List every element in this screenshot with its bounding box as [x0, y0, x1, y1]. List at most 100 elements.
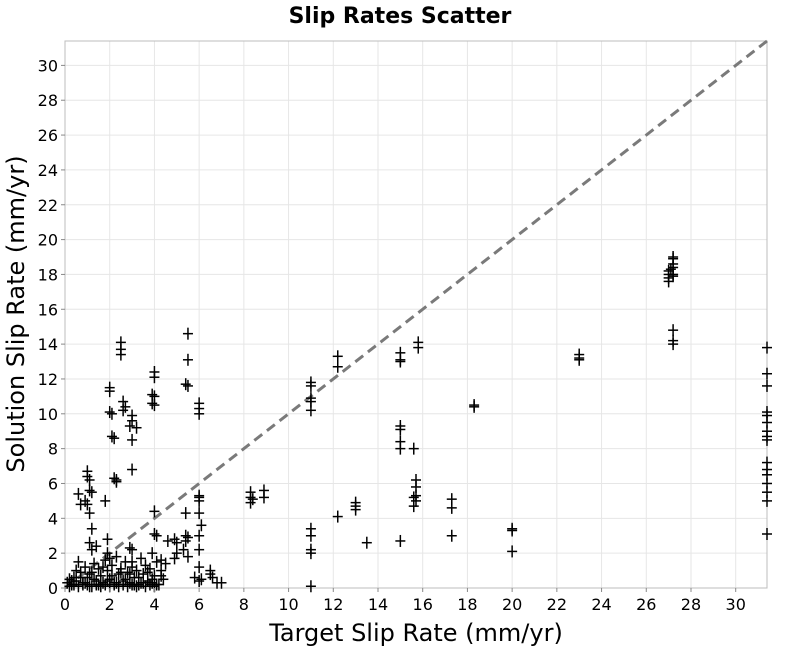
data-point-0-246 [762, 433, 772, 446]
data-point-0-90 [84, 473, 95, 486]
data-point-0-124 [124, 541, 135, 554]
data-point-0-62 [147, 573, 158, 586]
data-point-0-238 [762, 341, 772, 354]
data-point-0-141 [180, 507, 191, 520]
data-point-0-105 [104, 406, 115, 419]
data-point-0-145 [178, 543, 189, 556]
data-point-0-163 [194, 575, 205, 588]
data-point-0-154 [196, 519, 207, 532]
data-point-0-119 [127, 414, 138, 427]
data-point-0-188 [305, 580, 316, 593]
data-point-0-153 [194, 507, 205, 520]
x-tick-label-6: 12 [323, 595, 343, 614]
data-point-0-31 [131, 564, 142, 577]
data-point-0-82 [140, 580, 151, 593]
data-point-0-146 [182, 550, 193, 563]
data-point-0-223 [574, 353, 585, 366]
data-point-0-180 [305, 379, 316, 392]
data-point-0-92 [86, 486, 97, 499]
x-tick-label-2: 4 [149, 595, 159, 614]
data-point-0-76 [113, 580, 124, 593]
data-point-0-20 [106, 559, 117, 572]
data-point-0-202 [395, 442, 406, 455]
data-point-0-135 [151, 529, 162, 542]
data-point-0-15 [95, 569, 106, 582]
data-point-0-165 [216, 576, 227, 589]
data-point-0-122 [127, 433, 138, 446]
data-point-0-46 [75, 571, 86, 584]
reference-line-layer [64, 39, 768, 590]
x-tick-label-12: 24 [591, 595, 611, 614]
x-tick-label-3: 6 [194, 595, 204, 614]
data-point-0-194 [350, 503, 361, 516]
data-point-0-79 [127, 578, 138, 591]
data-point-0-137 [182, 327, 193, 340]
data-point-0-117 [120, 400, 131, 413]
data-point-0-120 [124, 419, 135, 432]
data-point-0-78 [122, 580, 133, 593]
data-point-0-203 [395, 534, 406, 547]
data-point-0-233 [668, 261, 679, 274]
data-point-0-121 [131, 421, 142, 434]
data-point-0-215 [446, 529, 457, 542]
data-point-0-23 [113, 568, 124, 581]
data-point-0-131 [147, 397, 158, 410]
data-point-0-101 [102, 547, 113, 560]
y-axis-label: Solution Slip Rate (mm/yr) [2, 155, 30, 472]
y-tick-label-2: 4 [48, 509, 58, 528]
y-tick-label-12: 24 [38, 161, 58, 180]
data-point-0-138 [182, 353, 193, 366]
data-point-0-40 [151, 555, 162, 568]
data-point-0-191 [332, 510, 343, 523]
data-point-0-185 [305, 529, 316, 542]
points-layer [62, 251, 772, 593]
x-tick-label-15: 30 [726, 595, 746, 614]
data-point-0-198 [395, 355, 406, 368]
data-point-0-134 [149, 527, 160, 540]
chart-title: Slip Rates Scatter [289, 4, 512, 29]
x-tick-label-0: 0 [60, 595, 70, 614]
data-point-0-178 [258, 491, 269, 504]
data-point-0-211 [411, 494, 421, 507]
data-point-0-200 [395, 423, 406, 436]
data-point-0-12 [89, 557, 100, 570]
data-point-0-183 [305, 404, 316, 417]
x-tick-label-7: 14 [368, 595, 388, 614]
data-point-0-172 [156, 554, 167, 567]
data-point-0-5 [73, 555, 84, 568]
data-point-0-17 [100, 554, 111, 567]
data-point-0-93 [82, 498, 93, 511]
data-point-0-220 [507, 545, 518, 558]
data-point-0-55 [115, 566, 126, 579]
data-point-0-168 [171, 536, 182, 549]
data-point-0-237 [668, 338, 679, 351]
data-point-0-169 [171, 547, 182, 560]
data-point-0-8 [80, 561, 91, 574]
frame-layer [64, 40, 768, 589]
data-point-0-59 [133, 571, 144, 584]
data-point-0-114 [115, 348, 126, 361]
y-tick-label-6: 12 [38, 370, 58, 389]
y-tick-label-4: 8 [48, 440, 58, 459]
data-point-0-14 [93, 562, 104, 575]
data-point-0-239 [762, 367, 772, 380]
data-point-0-206 [408, 442, 419, 455]
data-point-0-190 [332, 360, 343, 373]
data-point-0-126 [127, 555, 138, 568]
data-point-0-189 [332, 350, 343, 363]
data-point-0-95 [86, 522, 97, 535]
data-point-0-166 [162, 534, 173, 547]
data-point-0-22 [111, 550, 122, 563]
x-tick-label-1: 2 [105, 595, 115, 614]
data-point-0-123 [127, 463, 138, 476]
data-point-0-140 [182, 379, 193, 392]
y-tick-label-13: 26 [38, 126, 58, 145]
y-tick-label-3: 6 [48, 474, 58, 493]
data-point-0-158 [196, 573, 207, 586]
data-point-0-104 [104, 385, 115, 398]
data-point-0-227 [663, 275, 674, 288]
data-point-0-94 [84, 507, 95, 520]
data-point-0-234 [668, 251, 679, 264]
y-tick-label-15: 30 [38, 56, 58, 75]
data-point-0-48 [84, 568, 95, 581]
